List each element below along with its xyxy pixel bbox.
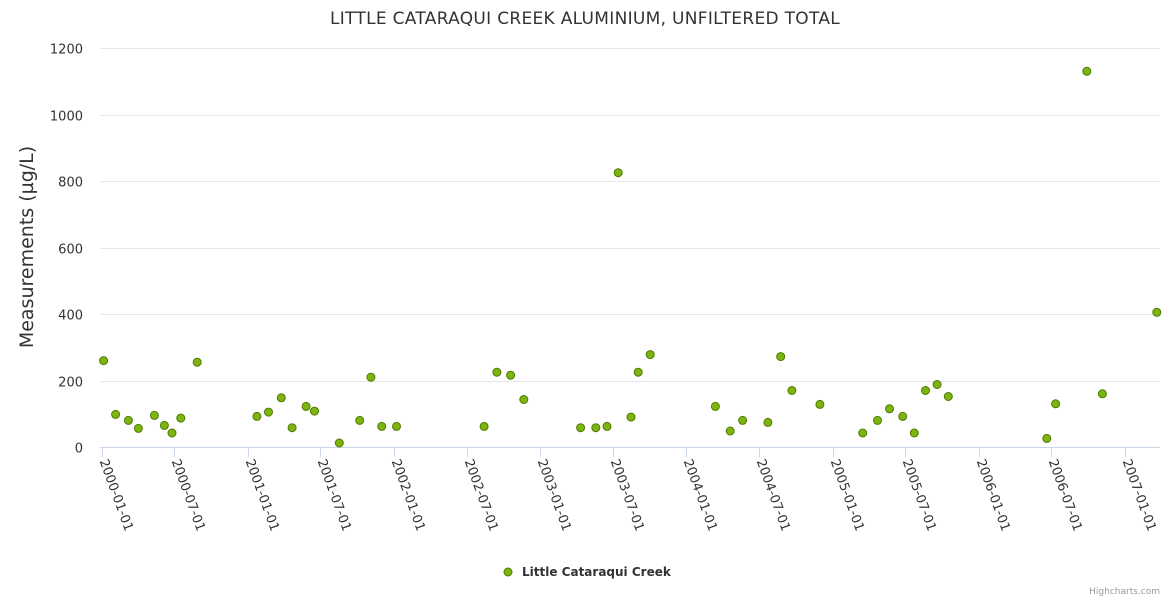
y-tick-label: 1000 (50, 110, 83, 125)
data-point (99, 356, 109, 366)
data-point (626, 412, 636, 422)
y-axis-title: Measurements (µg/L) (16, 146, 38, 348)
data-point (176, 413, 186, 423)
legend-marker-icon (503, 567, 513, 577)
data-point (738, 415, 748, 425)
data-point (310, 406, 319, 416)
data-point (633, 367, 643, 377)
y-tick-label: 600 (58, 243, 83, 258)
data-point (725, 426, 735, 436)
data-point (192, 357, 202, 367)
data-point (506, 370, 516, 380)
legend-item[interactable]: Little Cataraqui Creek (503, 565, 672, 579)
credits-link[interactable]: Highcharts.com (1089, 587, 1160, 597)
series-points (99, 66, 1162, 448)
data-point (815, 399, 825, 409)
data-point (123, 415, 133, 425)
data-point (133, 423, 143, 433)
data-point (885, 404, 894, 414)
chart-title: LITTLE CATARAQUI CREEK ALUMINIUM, UNFILT… (330, 9, 840, 29)
data-point (366, 372, 376, 382)
data-point (776, 352, 786, 362)
y-tick-label: 400 (58, 309, 83, 324)
data-point (943, 392, 953, 401)
data-point (276, 393, 286, 403)
data-point (576, 423, 586, 433)
data-point (149, 410, 159, 420)
data-point (287, 423, 297, 433)
data-point (763, 417, 773, 427)
y-tick-label: 200 (58, 376, 83, 391)
data-point (1051, 399, 1061, 409)
data-point (334, 438, 344, 448)
legend-label: Little Cataraqui Creek (522, 565, 672, 579)
data-point (787, 386, 797, 395)
data-point (591, 423, 601, 433)
y-tick-label: 0 (75, 442, 83, 457)
data-point (909, 428, 919, 438)
data-point (492, 367, 502, 377)
data-point (921, 386, 930, 395)
data-point (159, 420, 169, 430)
y-axis: 0 200 400 600 800 1000 1200 (50, 43, 83, 457)
data-point (858, 428, 868, 438)
grid-lines (100, 48, 1160, 382)
data-point (252, 411, 262, 421)
data-point (1082, 66, 1092, 76)
data-point (613, 168, 623, 178)
y-tick-label: 1200 (50, 43, 83, 58)
data-point (167, 428, 177, 438)
data-point (873, 415, 882, 425)
data-point (932, 380, 942, 389)
data-point (355, 415, 365, 425)
data-point (1152, 307, 1162, 317)
data-point (377, 421, 387, 431)
data-point (710, 401, 720, 411)
data-point (898, 411, 908, 421)
data-point (1042, 433, 1052, 443)
y-tick-label: 800 (58, 176, 83, 191)
data-point (602, 421, 612, 431)
data-point (645, 350, 655, 360)
data-point (301, 401, 311, 411)
data-point (264, 407, 273, 417)
data-point (111, 409, 121, 419)
data-point (1097, 389, 1107, 399)
data-point (519, 395, 529, 404)
data-point (392, 421, 401, 431)
data-point (479, 421, 489, 431)
